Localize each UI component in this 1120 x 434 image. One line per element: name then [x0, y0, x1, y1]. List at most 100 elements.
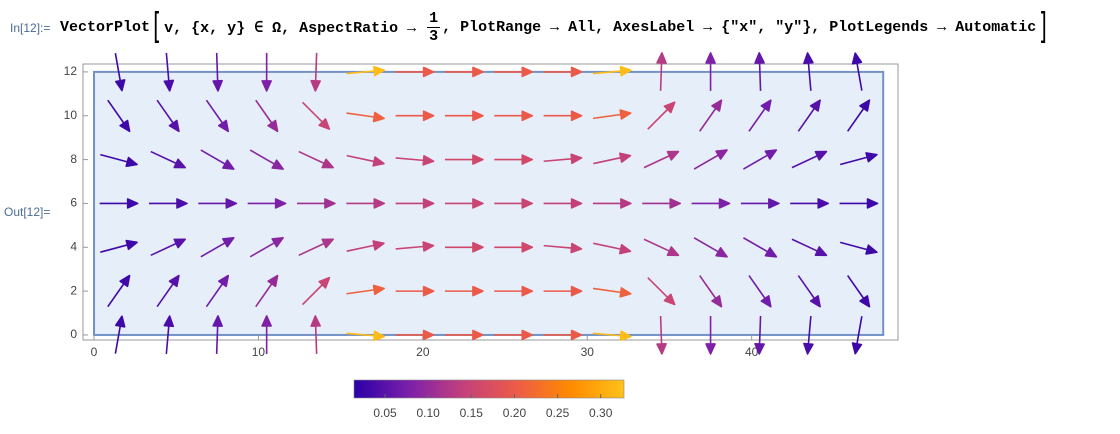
x-tick-label: 40 — [745, 345, 759, 359]
vector-arrow — [699, 275, 723, 308]
code-args: v, {x, y} ∈ Ω, AspectRatio → — [164, 19, 426, 37]
vector-arrow — [298, 150, 334, 169]
vector-arrow — [543, 153, 583, 165]
vector-arrow — [249, 236, 284, 258]
input-code[interactable]: VectorPlot [ v, {x, y} ∈ Ω, AspectRatio … — [60, 4, 1050, 50]
vector-arrow — [444, 154, 484, 165]
vector-arrow — [255, 274, 279, 308]
y-tick-label: 2 — [70, 283, 77, 297]
vector-arrow — [593, 242, 632, 255]
legend-tick-label: 0.05 — [373, 406, 397, 420]
y-tick-label: 4 — [70, 239, 77, 253]
legend-bar — [353, 379, 625, 399]
vector-arrow — [346, 240, 385, 253]
vector-arrow — [114, 53, 126, 92]
vector-arrow — [592, 198, 632, 209]
vector-arrow — [310, 52, 321, 92]
vector-arrow — [647, 277, 676, 306]
vector-arrow — [255, 99, 279, 133]
vector-arrow — [543, 242, 583, 254]
code-head: VectorPlot — [60, 18, 151, 36]
vector-arrow — [748, 275, 772, 308]
vector-arrow — [839, 198, 879, 209]
vector-arrow — [298, 238, 334, 257]
vector-arrow — [395, 241, 435, 252]
vector-arrow — [395, 110, 435, 122]
vector-arrow — [346, 330, 386, 342]
vector-arrow — [301, 101, 331, 130]
vector-arrow — [346, 65, 386, 77]
x-tick-label: 0 — [91, 345, 98, 359]
vector-arrow — [494, 154, 534, 165]
vector-arrow — [198, 198, 238, 209]
vector-arrow — [395, 155, 435, 166]
vector-arrow — [705, 52, 716, 91]
vector-arrow — [593, 152, 632, 165]
vector-arrow — [693, 149, 728, 170]
vector-arrow — [100, 239, 138, 253]
vector-arrow — [247, 198, 287, 209]
y-tick-label: 0 — [70, 327, 77, 341]
vector-arrow — [346, 154, 385, 167]
vector-arrow — [543, 329, 583, 341]
y-tick-label: 12 — [64, 64, 78, 78]
vector-arrow — [851, 316, 863, 355]
vector-arrow — [494, 66, 534, 78]
output-label: Out[12]= — [4, 205, 51, 219]
vector-arrow — [200, 236, 235, 258]
vector-arrow — [791, 150, 828, 169]
vector-arrow — [642, 198, 682, 209]
y-tick-label: 10 — [64, 108, 78, 122]
vector-arrow — [754, 315, 765, 355]
denominator: 3 — [429, 27, 439, 45]
vector-arrow — [205, 274, 230, 308]
legend-tick-label: 0.15 — [460, 406, 484, 420]
vector-arrow — [494, 110, 534, 122]
legend-tick-label: 0.25 — [546, 406, 570, 420]
vector-arrow — [691, 198, 731, 209]
code-fraction: 1 3 — [427, 9, 441, 45]
input-label: In[12]:= — [10, 21, 51, 35]
vector-arrow — [99, 198, 139, 209]
vector-arrow — [643, 150, 680, 169]
vector-arrow — [261, 52, 272, 92]
vector-arrow — [261, 315, 272, 354]
vector-arrow — [592, 287, 632, 298]
vector-arrow — [156, 274, 180, 308]
vector-arrow — [310, 315, 321, 354]
vector-arrow — [444, 198, 484, 209]
x-tick-label: 20 — [416, 345, 430, 359]
vector-arrow — [444, 329, 484, 341]
vector-arrow — [444, 110, 484, 122]
numerator: 1 — [427, 9, 441, 28]
vector-arrow — [592, 109, 632, 120]
vector-arrow — [346, 111, 385, 123]
vector-arrow — [107, 99, 131, 133]
x-tick-label: 10 — [252, 345, 266, 359]
vector-arrow — [846, 99, 871, 132]
y-tick-label: 6 — [70, 196, 77, 210]
vector-arrow — [212, 315, 223, 354]
vector-arrow — [395, 329, 435, 341]
vector-arrow — [346, 198, 386, 209]
vector-arrow — [797, 99, 821, 132]
vector-arrow — [100, 153, 138, 168]
vector-arrow — [494, 241, 534, 253]
vector-arrow — [494, 198, 534, 209]
code-bracket: [ — [153, 6, 161, 47]
vector-arrow — [592, 65, 632, 77]
y-tick-label: 8 — [70, 152, 77, 166]
vector-arrow — [163, 315, 175, 354]
vector-arrow — [797, 275, 821, 308]
legend-tick-label: 0.30 — [589, 406, 613, 420]
vector-arrow — [301, 276, 331, 306]
vector-arrow — [107, 274, 131, 308]
vector-arrow — [444, 285, 484, 297]
vector-arrow — [249, 149, 284, 170]
vector-arrow — [212, 52, 223, 92]
vector-arrow — [647, 101, 676, 130]
vector-arrow — [395, 66, 435, 78]
legend-tick-label: 0.10 — [417, 406, 441, 420]
